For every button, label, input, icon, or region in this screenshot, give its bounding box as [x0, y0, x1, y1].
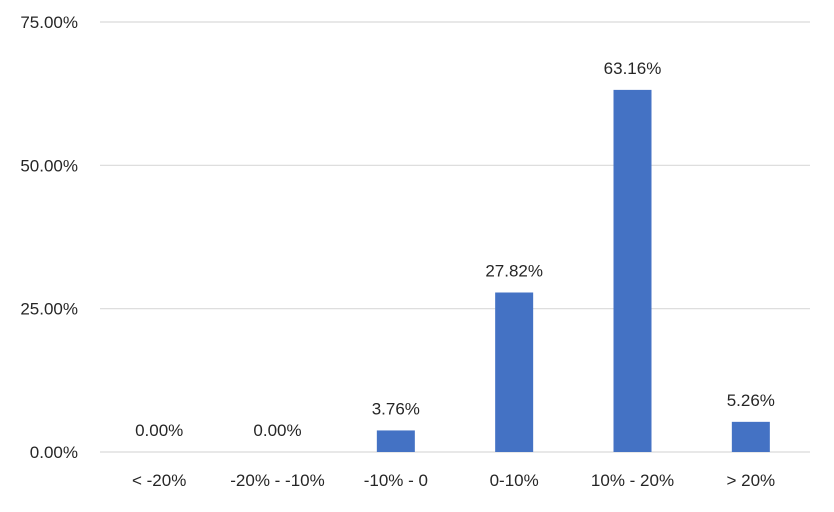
data-label: 63.16%	[604, 59, 662, 78]
bar	[376, 430, 415, 452]
x-category-label: -20% - -10%	[230, 471, 324, 490]
y-axis-tick-labels: 0.00% 25.00% 50.00% 75.00%	[20, 13, 78, 462]
data-label: 0.00%	[253, 421, 301, 440]
bar	[495, 292, 534, 452]
data-label: 3.76%	[372, 399, 420, 418]
x-axis-category-labels: < -20% -20% - -10% -10% - 0 0-10% 10% - 20% >…	[132, 471, 775, 490]
x-category-label: < -20%	[132, 471, 186, 490]
data-label: 0.00%	[135, 421, 183, 440]
x-category-label: -10% - 0	[364, 471, 428, 490]
data-label: 27.82%	[485, 261, 543, 280]
x-category-label: > 20%	[726, 471, 775, 490]
y-tick-label: 0.00%	[30, 443, 78, 462]
bar	[731, 421, 770, 452]
data-labels: 0.00% 0.00% 3.76% 27.82% 63.16% 5.26%	[135, 59, 775, 440]
x-category-label: 10% - 20%	[591, 471, 674, 490]
x-category-label: 0-10%	[490, 471, 539, 490]
y-tick-label: 25.00%	[20, 300, 78, 319]
gridlines	[100, 21, 810, 453]
y-tick-label: 75.00%	[20, 13, 78, 32]
data-label: 5.26%	[727, 391, 775, 410]
bar	[613, 89, 652, 453]
y-tick-label: 50.00%	[20, 156, 78, 175]
bars	[376, 89, 770, 453]
